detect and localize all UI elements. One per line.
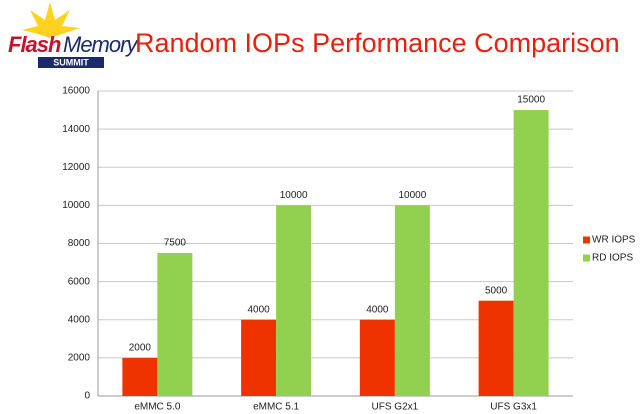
bar [478, 300, 514, 396]
logo-burst [22, 2, 80, 38]
bar [241, 319, 277, 396]
y-tick-label: 8000 [68, 238, 91, 249]
legend-swatch [583, 254, 590, 262]
y-tick-label: 6000 [68, 276, 91, 287]
chart-title: Random IOPs Performance Comparison [135, 28, 620, 58]
x-tick-label: eMMC 5.1 [253, 402, 300, 413]
legend-swatch [583, 236, 590, 244]
data-label: 7500 [164, 238, 187, 249]
x-tick-label: UFS G3x1 [490, 402, 537, 413]
legend-label: WR IOPS [592, 235, 636, 246]
logo-bar [38, 57, 104, 68]
x-tick-label: eMMC 5.0 [134, 402, 181, 413]
bar [157, 253, 193, 396]
bar [513, 110, 549, 396]
y-tick-label: 16000 [62, 86, 90, 97]
bar [276, 205, 312, 396]
y-tick-label: 0 [84, 391, 90, 402]
data-label: 10000 [398, 190, 426, 201]
logo-flash: Flash [8, 32, 61, 57]
logo-memory: Memory [63, 32, 139, 57]
bar [394, 205, 430, 396]
data-label: 10000 [280, 190, 308, 201]
legend-label: RD IOPS [592, 253, 633, 264]
data-label: 2000 [129, 343, 152, 354]
y-tick-label: 10000 [62, 200, 90, 211]
data-label: 4000 [366, 304, 389, 315]
data-label: 4000 [248, 304, 271, 315]
y-tick-label: 12000 [62, 162, 90, 173]
logo: Flash Memory SUMMIT [8, 2, 140, 68]
y-tick-label: 4000 [68, 314, 91, 325]
data-label: 15000 [517, 95, 545, 106]
y-tick-label: 14000 [62, 124, 90, 135]
y-tick-label: 2000 [68, 353, 91, 364]
logo-summit: SUMMIT [53, 57, 89, 67]
x-tick-label: UFS G2x1 [372, 402, 419, 413]
bar [359, 319, 395, 396]
bar [122, 357, 158, 396]
data-label: 5000 [485, 285, 508, 296]
